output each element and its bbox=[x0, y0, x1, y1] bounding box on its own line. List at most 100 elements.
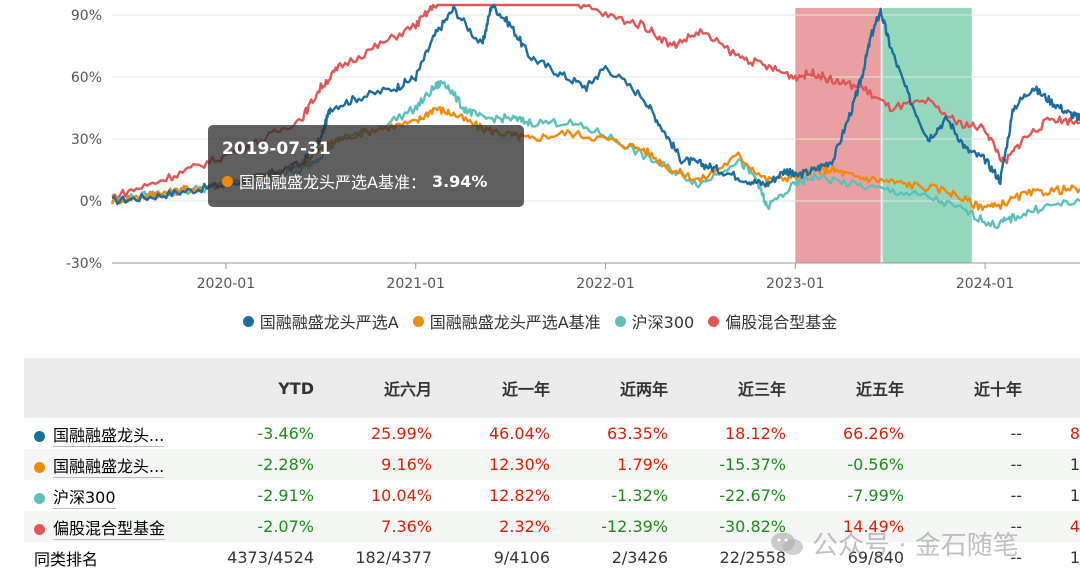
table-cell: -3.46% bbox=[257, 424, 314, 443]
watermark: 公众号 · 金石随笔 bbox=[770, 525, 1019, 562]
tooltip-series-dot bbox=[222, 175, 233, 187]
table-cell: 7.36% bbox=[326, 511, 444, 542]
table-cell: 1 bbox=[1034, 449, 1080, 480]
row-name[interactable]: 国融融盛龙头... bbox=[53, 456, 165, 478]
table-cell: 2.32% bbox=[444, 511, 562, 542]
table-cell: 1.79% bbox=[562, 449, 680, 480]
header-cell bbox=[24, 358, 208, 418]
header-cell[interactable]: YTD bbox=[208, 358, 326, 418]
series-line-0 bbox=[111, 3, 1080, 206]
table-cell: -7.99% bbox=[847, 486, 904, 505]
table-row: 沪深300 -2.91% 10.04% 12.82% -1.32% -22.67% -7.9… bbox=[24, 480, 1080, 511]
row-name-cell[interactable]: 国融融盛龙头... bbox=[24, 418, 208, 449]
table-cell: 69/840 bbox=[847, 548, 904, 567]
legend-item-csi300[interactable]: 沪深300 bbox=[614, 309, 695, 333]
row-name-cell[interactable]: 国融融盛龙头... bbox=[24, 449, 208, 480]
tooltip-series-name: 国融融盛龙头严选A基准： bbox=[239, 173, 426, 192]
x-axis-ticks: 2020-01 2021-01 2022-01 2023-01 2024-01 bbox=[197, 263, 1015, 292]
table-cell: -- bbox=[1010, 486, 1022, 505]
table-cell: 9/4106 bbox=[493, 548, 550, 567]
x-tick-label: 2021-01 bbox=[386, 276, 445, 292]
table-cell: -- bbox=[916, 449, 1034, 480]
row-color-dot bbox=[34, 523, 45, 535]
table-cell: 12.30% bbox=[444, 449, 562, 480]
table-cell: 66.26% bbox=[842, 424, 904, 443]
watermark-text: 公众号 · 金石随笔 bbox=[812, 531, 1019, 561]
legend-dot bbox=[412, 315, 424, 327]
table-cell: -- bbox=[916, 511, 1034, 542]
table-cell: 4 bbox=[1034, 511, 1080, 542]
table-cell: -2.28% bbox=[208, 449, 326, 480]
y-tick-label: -30% bbox=[66, 256, 102, 272]
header-cell[interactable]: 近三年 bbox=[680, 358, 798, 418]
table-cell: 2/3426 bbox=[611, 548, 668, 567]
row-name[interactable]: 沪深300 bbox=[53, 487, 116, 509]
tooltip-row: 国融融盛龙头严选A基准： 3.94% bbox=[222, 169, 487, 193]
legend-dot bbox=[242, 315, 254, 327]
row-name-cell[interactable]: 偏股混合型基金 bbox=[24, 511, 208, 542]
header-cell bbox=[1034, 358, 1080, 418]
chart-tooltip: 2019-07-31 国融融盛龙头严选A基准： 3.94% bbox=[208, 125, 524, 207]
legend-label: 沪深300 bbox=[631, 313, 695, 332]
x-tick-label: 2024-01 bbox=[956, 276, 1015, 292]
table-cell: 63.35% bbox=[606, 424, 668, 443]
header-cell[interactable]: 近一年 bbox=[444, 358, 562, 418]
x-tick-label: 2020-01 bbox=[197, 276, 256, 292]
performance-chart: 90%60%30%0%-30% 2020-01 2021-01 2022-01 202… bbox=[66, 3, 1080, 292]
row-name[interactable]: 偏股混合型基金 bbox=[53, 518, 166, 540]
y-tick-label: 0% bbox=[80, 194, 102, 210]
returns-table: YTD 近六月 近一年 近两年 近三年 近五年 近十年 国融融盛龙头... -3.… bbox=[24, 358, 1080, 573]
y-axis-ticks: 90% 60% 30% 0% -30% bbox=[66, 8, 102, 272]
table-cell: 10.04% bbox=[370, 486, 432, 505]
row-name-cell[interactable]: 沪深300 bbox=[24, 480, 208, 511]
tooltip-value: 3.94% bbox=[431, 171, 488, 191]
shaded-periods bbox=[795, 8, 972, 263]
table-header-row: YTD 近六月 近一年 近两年 近三年 近五年 近十年 bbox=[24, 358, 1080, 418]
table-cell: 14.49% bbox=[798, 511, 916, 542]
table-cell: 1 bbox=[1069, 486, 1080, 505]
header-cell[interactable]: 近十年 bbox=[916, 358, 1034, 418]
row-name[interactable]: 国融融盛龙头... bbox=[53, 425, 165, 447]
table-cell: 25.99% bbox=[370, 424, 432, 443]
table-row: 偏股混合型基金 -2.07% 7.36% 2.32% -12.39% -30.82% 14.… bbox=[24, 511, 1080, 542]
legend-item-benchmark[interactable]: 国融融盛龙头严选A基准 bbox=[412, 309, 601, 333]
table-cell: 182/4377 bbox=[355, 548, 432, 567]
table-cell: -22.67% bbox=[719, 486, 786, 505]
table-cell: 22/2558 bbox=[719, 548, 786, 567]
header-cell[interactable]: 近五年 bbox=[798, 358, 916, 418]
table-cell: -2.91% bbox=[257, 486, 314, 505]
table-cell: 18.12% bbox=[724, 424, 786, 443]
row-color-dot bbox=[34, 430, 45, 442]
legend-label: 国融融盛龙头严选A基准 bbox=[429, 313, 601, 332]
row-color-dot bbox=[34, 492, 45, 504]
table-row: 国融融盛龙头... -3.46% 25.99% 46.04% 63.35% 18.12% 6… bbox=[24, 418, 1080, 449]
row-name: 同类排名 bbox=[34, 549, 99, 569]
table-cell: -- bbox=[1010, 424, 1022, 443]
table-cell: 46.04% bbox=[488, 424, 550, 443]
tooltip-date: 2019-07-31 bbox=[222, 139, 331, 159]
chart-legend: 国融融盛龙头严选A 国融融盛龙头严选A基准 沪深300 偏股混合型基金 bbox=[0, 308, 1080, 334]
table-cell: 4373/4524 bbox=[227, 548, 314, 567]
y-tick-label: 30% bbox=[71, 132, 102, 148]
table-cell: -12.39% bbox=[562, 511, 680, 542]
table-cell: 1 bbox=[1069, 548, 1080, 567]
y-tick-label: 90% bbox=[71, 8, 102, 24]
header-cell[interactable]: 近两年 bbox=[562, 358, 680, 418]
x-tick-label: 2022-01 bbox=[576, 276, 635, 292]
table-cell: -- bbox=[1010, 548, 1022, 567]
row-name-cell: 同类排名 bbox=[24, 542, 208, 573]
header-cell[interactable]: 近六月 bbox=[326, 358, 444, 418]
legend-item-fund[interactable]: 国融融盛龙头严选A bbox=[242, 309, 399, 333]
x-tick-label: 2023-01 bbox=[766, 276, 825, 292]
table-cell: -30.82% bbox=[680, 511, 798, 542]
table-cell: 8 bbox=[1069, 424, 1080, 443]
legend-label: 偏股混合型基金 bbox=[725, 313, 838, 332]
table-cell: -15.37% bbox=[680, 449, 798, 480]
legend-item-equity-mixed[interactable]: 偏股混合型基金 bbox=[708, 309, 837, 333]
table-cell: -1.32% bbox=[611, 486, 668, 505]
wechat-icon bbox=[771, 532, 803, 555]
table-cell: -0.56% bbox=[798, 449, 916, 480]
table-row: 国融融盛龙头... -2.28% 9.16% 12.30% 1.79% -15.37% -0… bbox=[24, 449, 1080, 480]
table-cell: -2.07% bbox=[208, 511, 326, 542]
y-tick-label: 60% bbox=[71, 70, 102, 86]
